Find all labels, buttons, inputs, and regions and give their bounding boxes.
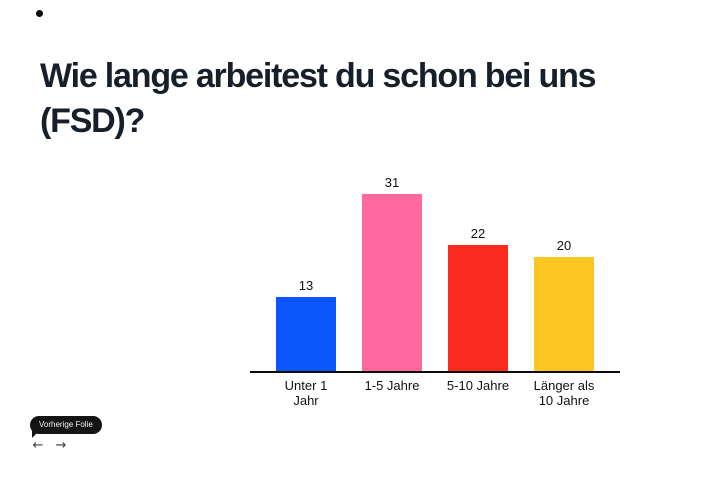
previous-slide-tooltip-label: Vorherige Folie	[39, 420, 93, 429]
bar-group: 13	[276, 278, 336, 371]
bar	[448, 245, 508, 371]
next-slide-button[interactable]: →	[53, 439, 69, 453]
previous-slide-button[interactable]: ←	[30, 439, 46, 453]
right-arrow-icon: →	[55, 438, 67, 453]
bar-group: 31	[362, 175, 422, 371]
left-arrow-icon: ←	[32, 438, 44, 453]
bar-value-label: 13	[298, 278, 314, 293]
x-axis-line	[250, 371, 620, 373]
bar-group: 20	[534, 238, 594, 371]
bar-value-label: 20	[556, 238, 572, 253]
bar-value-label: 22	[470, 226, 486, 241]
previous-slide-tooltip: Vorherige Folie	[30, 416, 102, 438]
cursor-dot	[36, 10, 43, 17]
x-axis-category-label: 1-5 Jahre	[364, 378, 420, 393]
slide-title: Wie lange arbeitest du schon bei uns (FS…	[40, 57, 597, 140]
bar	[362, 194, 422, 371]
x-axis-category-label: Länger als 10 Jahre	[533, 378, 595, 408]
bar-value-label: 31	[384, 175, 400, 190]
x-axis-category-label: 5-10 Jahre	[446, 378, 510, 393]
bar	[276, 297, 336, 371]
x-axis-labels: Unter 1 Jahr 1-5 Jahre 5-10 Jahre Länger al…	[250, 378, 620, 408]
x-axis-category-label: Unter 1 Jahr	[284, 378, 328, 408]
slide-navigation: ← →	[30, 439, 69, 453]
bar-group: 22	[448, 226, 508, 371]
bar	[534, 257, 594, 371]
bar-chart-plot-area: 13 31 22 20	[250, 151, 620, 371]
